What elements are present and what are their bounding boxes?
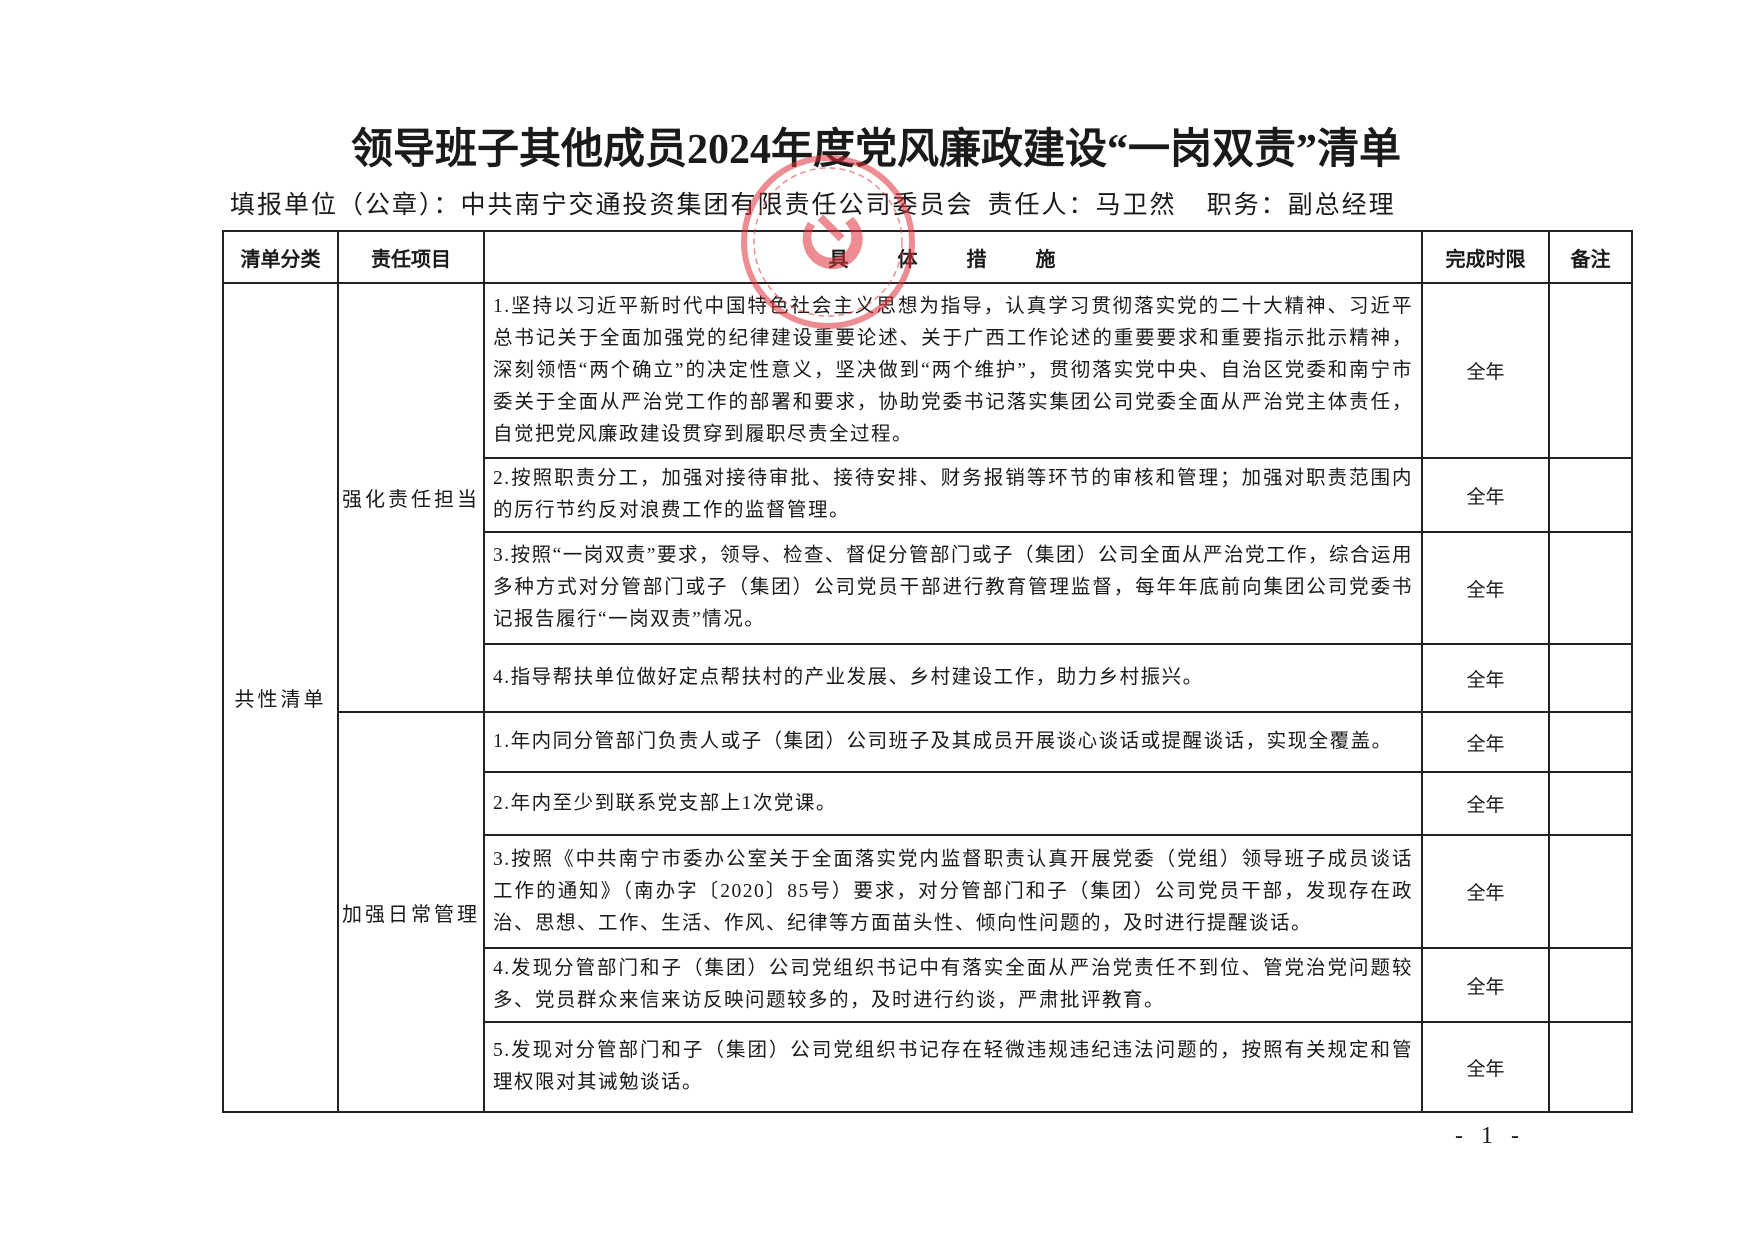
table-row: 5.发现对分管部门和子（集团）公司党组织书记存在轻微违规违纪违法问题的，按照有关… <box>223 1021 1633 1113</box>
note-cell <box>1548 771 1633 836</box>
document-title: 领导班子其他成员2024年度党风廉政建设“一岗双责”清单 <box>350 127 1401 173</box>
measure-cell: 2.按照职责分工，加强对接待审批、接待安排、财务报销等环节的审核和管理；加强对职… <box>483 457 1423 533</box>
measure-cell: 4.指导帮扶单位做好定点帮扶村的产业发展、乡村建设工作，助力乡村振兴。 <box>483 643 1423 713</box>
header-item: 责任项目 <box>337 230 485 284</box>
page-number: - 1 - <box>1455 1123 1525 1149</box>
table-row: 3.按照“一岗双责”要求，领导、检查、督促分管部门或子（集团）公司全面从严治党工… <box>223 531 1633 645</box>
note-cell <box>1548 834 1633 949</box>
note-cell <box>1548 643 1633 713</box>
item-cell: 强化责任担当 <box>337 282 485 713</box>
measure-cell: 1.年内同分管部门负责人或子（集团）公司班子及其成员开展谈心谈话或提醒谈话，实现… <box>483 711 1423 773</box>
measure-cell: 3.按照《中共南宁市委办公室关于全面落实党内监督职责认真开展党委（党组）领导班子… <box>483 834 1423 949</box>
document-page: 领导班子其他成员2024年度党风廉政建设“一岗双责”清单 填报单位（公章）：中共… <box>222 127 1633 1149</box>
deadline-cell: 全年 <box>1421 457 1550 533</box>
item-cell: 加强日常管理 <box>337 711 485 1113</box>
measure-cell: 1.坚持以习近平新时代中国特色社会主义思想为指导，认真学习贯彻落实党的二十大精神… <box>483 282 1423 459</box>
measure-cell: 5.发现对分管部门和子（集团）公司党组织书记存在轻微违规违纪违法问题的，按照有关… <box>483 1021 1423 1113</box>
note-cell <box>1548 531 1633 645</box>
table-row: 4.发现分管部门和子（集团）公司党组织书记中有落实全面从严治党责任不到位、管党治… <box>223 947 1633 1023</box>
deadline-cell: 全年 <box>1421 531 1550 645</box>
post-name: 副总经理 <box>1287 192 1396 219</box>
measure-cell: 4.发现分管部门和子（集团）公司党组织书记中有落实全面从严治党责任不到位、管党治… <box>483 947 1423 1023</box>
deadline-cell: 全年 <box>1421 1021 1550 1113</box>
subtitle-line: 填报单位（公章）：中共南宁交通投资集团有限责任公司委员会 责任人：马卫然 职务：副总… <box>230 190 1630 222</box>
note-cell <box>1548 282 1633 459</box>
person-name: 马卫然 <box>1095 192 1177 219</box>
unit-label: 填报单位（公章）： <box>230 192 461 219</box>
table-row: 4.指导帮扶单位做好定点帮扶村的产业发展、乡村建设工作，助力乡村振兴。 全年 <box>223 643 1633 713</box>
measure-cell: 3.按照“一岗双责”要求，领导、检查、督促分管部门或子（集团）公司全面从严治党工… <box>483 531 1423 645</box>
header-deadline: 完成时限 <box>1421 230 1550 284</box>
note-cell <box>1548 457 1633 533</box>
header-measures: 具 体 措 施 <box>483 230 1423 284</box>
measure-cell: 2.年内至少到联系党支部上1次党课。 <box>483 771 1423 836</box>
header-note: 备注 <box>1548 230 1633 284</box>
note-cell <box>1548 1021 1633 1113</box>
deadline-cell: 全年 <box>1421 282 1550 459</box>
category-cell: 共性清单 <box>222 282 339 1113</box>
deadline-cell: 全年 <box>1421 947 1550 1023</box>
deadline-cell: 全年 <box>1421 834 1550 949</box>
responsibility-table: 清单分类 责任项目 具 体 措 施 完成时限 备注 共性清单 强化责任担当 1.… <box>222 230 1633 1113</box>
table-row: 共性清单 强化责任担当 1.坚持以习近平新时代中国特色社会主义思想为指导，认真学… <box>222 282 1633 1113</box>
note-cell <box>1548 711 1633 773</box>
header-category: 清单分类 <box>222 230 339 284</box>
post-label: 职务： <box>1206 192 1288 219</box>
table-row: 加强日常管理 1.年内同分管部门负责人或子（集团）公司班子及其成员开展谈心谈话或… <box>223 711 1633 1113</box>
table-row: 2.按照职责分工，加强对接待审批、接待安排、财务报销等环节的审核和管理；加强对职… <box>223 457 1633 533</box>
header-row: 清单分类 责任项目 具 体 措 施 完成时限 备注 <box>222 230 1633 284</box>
person-label: 责任人： <box>987 192 1096 219</box>
deadline-cell: 全年 <box>1421 643 1550 713</box>
table-row: 3.按照《中共南宁市委办公室关于全面落实党内监督职责认真开展党委（党组）领导班子… <box>223 834 1633 949</box>
table-row: 2.年内至少到联系党支部上1次党课。 全年 <box>223 771 1633 836</box>
deadline-cell: 全年 <box>1421 771 1550 836</box>
deadline-cell: 全年 <box>1421 711 1550 773</box>
unit-name: 中共南宁交通投资集团有限责任公司委员会 <box>460 192 974 219</box>
note-cell <box>1548 947 1633 1023</box>
